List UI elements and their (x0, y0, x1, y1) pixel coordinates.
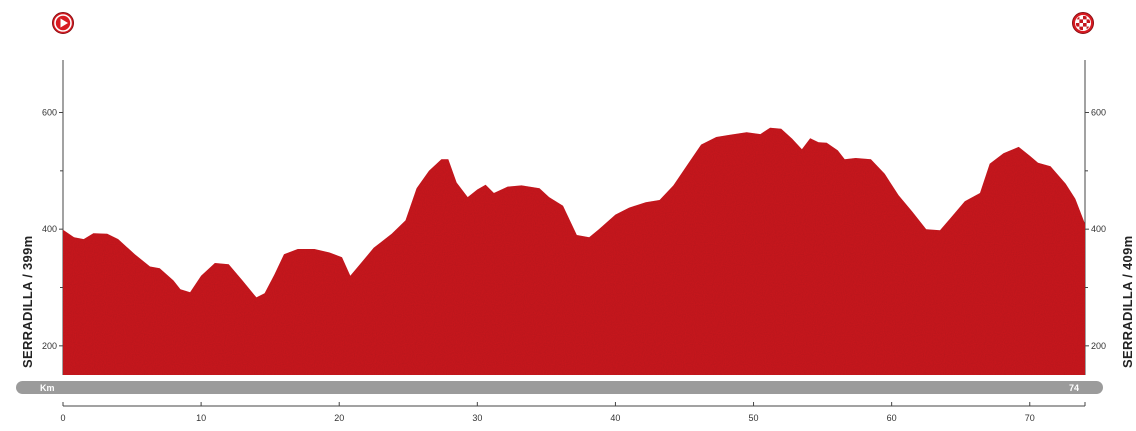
y-tick-label-left: 600 (42, 108, 57, 118)
start-location-label: SERRADILLA / 399m (20, 236, 35, 368)
x-tick-label: 50 (749, 413, 759, 423)
y-tick-label-left: 200 (42, 341, 57, 351)
y-tick-label-right: 400 (1091, 224, 1106, 234)
y-tick-label-left: 400 (42, 224, 57, 234)
elevation-area (63, 127, 1085, 375)
x-tick-label: 40 (610, 413, 620, 423)
x-tick-label: 30 (472, 413, 482, 423)
x-tick-label: 60 (887, 413, 897, 423)
checkered-flag-icon (1072, 12, 1094, 34)
y-tick-label-right: 600 (1091, 108, 1106, 118)
finish-location-label: SERRADILLA / 409m (1120, 236, 1135, 368)
distance-bar-label: Km (40, 383, 55, 393)
distance-total-label: 74 (1069, 383, 1079, 393)
x-tick-label: 0 (60, 413, 65, 423)
x-axis-ticks: 0 10 20 30 40 50 60 70 (60, 402, 1086, 423)
y-tick-label-right: 200 (1091, 341, 1106, 351)
x-tick-label: 10 (196, 413, 206, 423)
play-icon (52, 12, 74, 34)
x-tick-label: 20 (334, 413, 344, 423)
distance-bar (16, 381, 1103, 394)
y-axis-ticks: 200 200 400 400 600 600 (42, 108, 1106, 351)
x-tick-label: 70 (1025, 413, 1035, 423)
